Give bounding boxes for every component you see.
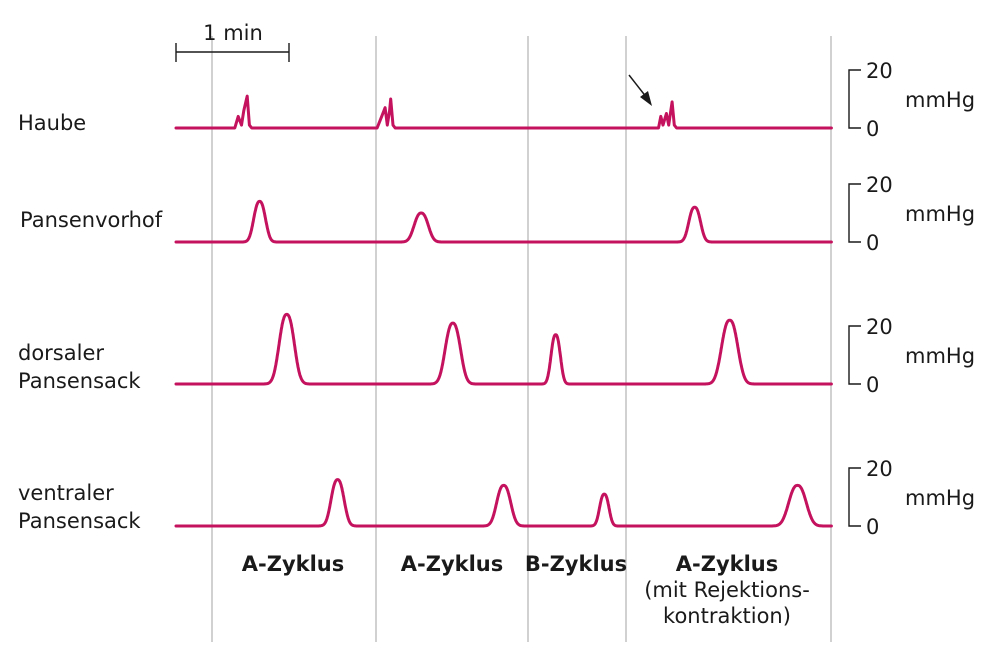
pressure-scale-max-label: 20 [866,59,893,83]
rejection-arrow-head [640,91,652,106]
trace-pansenvorhof [174,199,833,244]
pressure-scale-bracket [848,69,861,129]
row-label-dorsaler: dorsaler [18,341,104,365]
pressure-scale-bracket [848,467,861,527]
cycle-label-a1: A-Zyklus [242,552,345,576]
cycle-dividers [211,36,832,642]
time-scale-bar: 1 min [175,21,290,62]
cycle-label-a3: A-Zyklus [676,552,779,576]
pressure-scales: 20 0 mmHg 20 0 mmHg 20 0 mmHg 20 0 mmHg [848,59,975,539]
trace-dorsaler [174,312,833,386]
cycle-labels: A-Zyklus A-Zyklus B-Zyklus A-Zyklus(mit Rej… [242,552,810,628]
cycle-label-a2: A-Zyklus [401,552,504,576]
cycle-label-a3: (mit Rejektions- [644,578,810,602]
row-label-haube: Haube [18,111,86,135]
pressure-scale-max-label: 20 [866,457,893,481]
rejection-arrow [628,74,652,106]
trace-haube [174,94,833,130]
row-label-ventraler: ventraler [18,481,114,505]
pressure-scale-bracket [848,325,861,385]
pressure-scale-max-label: 20 [866,173,893,197]
row-label-dorsaler: Pansensack [18,369,141,393]
trace-ventraler [174,478,833,528]
pressure-scale-min-label: 0 [866,231,879,255]
row-label-pansenvorhof: Pansenvorhof [20,208,163,232]
pressure-scale-min-label: 0 [866,117,879,141]
pressure-scale-max-label: 20 [866,315,893,339]
pressure-scale-min-label: 0 [866,515,879,539]
time-scale-label: 1 min [203,21,263,45]
pressure-scale-unit: mmHg [905,486,975,510]
pressure-scale-min-label: 0 [866,373,879,397]
pressure-scale-unit: mmHg [905,344,975,368]
pressure-scale-bracket [848,183,861,243]
cycle-label-b1: B-Zyklus [525,552,627,576]
cycle-label-a3: kontraktion) [663,604,791,628]
pressure-traces [174,94,833,528]
pressure-scale-unit: mmHg [905,202,975,226]
pressure-scale-unit: mmHg [905,88,975,112]
row-label-ventraler: Pansensack [18,509,141,533]
row-labels: Haube Pansenvorhof dorsaler Pansensack ventr… [18,111,163,533]
